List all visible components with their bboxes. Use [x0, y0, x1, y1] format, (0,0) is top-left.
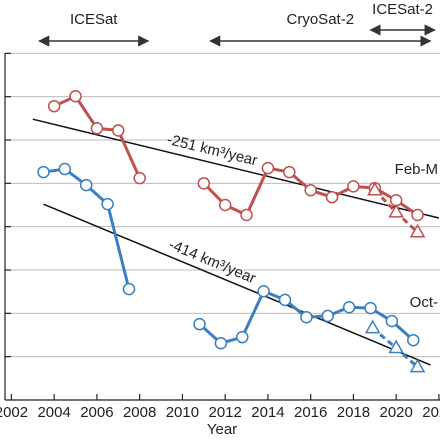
x-tick-label: 2014 [251, 404, 284, 421]
circle-marker [385, 314, 399, 328]
circle-marker [342, 301, 356, 314]
series-label: Oct- [410, 294, 438, 311]
circle-marker [283, 165, 296, 179]
mission-label: ICESat-2 [372, 1, 433, 18]
circle-marker [79, 178, 93, 192]
x-tick-label: 2012 [208, 404, 241, 421]
triangle-marker [364, 319, 381, 334]
trend-label: -251 km³/year [165, 131, 259, 169]
x-tick-label: 2016 [294, 404, 327, 421]
triangle-marker [388, 203, 404, 218]
circle-marker [257, 284, 270, 298]
triangle-marker [367, 181, 383, 196]
circle-marker [58, 162, 72, 176]
x-tick-label: 2008 [123, 404, 156, 421]
circle-marker [304, 184, 317, 197]
circle-marker [364, 301, 377, 315]
x-tick-label: 2018 [337, 404, 370, 421]
circle-marker [261, 161, 275, 175]
circle-marker [240, 208, 253, 222]
mission-label: ICESat [70, 11, 118, 28]
circle-marker [411, 208, 424, 222]
circle-marker [197, 177, 211, 190]
x-tick-label: 2022 [422, 404, 440, 421]
circle-marker [325, 190, 339, 204]
circle-marker [90, 122, 104, 135]
circle-marker [347, 180, 360, 193]
triangle-marker [409, 223, 426, 238]
circle-marker [321, 309, 335, 323]
circle-marker [278, 293, 292, 307]
x-axis-label: Year [207, 421, 237, 438]
circle-marker [236, 330, 249, 344]
circle-marker [193, 317, 206, 331]
circle-marker [133, 171, 146, 185]
triangle-marker [409, 358, 426, 373]
circle-marker [218, 198, 232, 212]
x-tick-label: 2020 [379, 404, 412, 421]
trend-line [43, 203, 431, 366]
trend-line [32, 118, 440, 219]
circle-marker [69, 89, 82, 103]
series-label: Feb-M [395, 161, 438, 178]
x-tick-label: 2006 [80, 404, 113, 421]
circle-marker [47, 99, 61, 113]
circle-marker [122, 282, 136, 296]
circle-marker [407, 333, 420, 347]
circle-marker [300, 310, 313, 324]
triangle-marker [388, 339, 404, 354]
circle-marker [37, 165, 50, 179]
x-tick-label: 2004 [37, 404, 70, 421]
circle-marker [112, 124, 125, 137]
x-tick-label: 2010 [166, 404, 199, 421]
circle-marker [101, 197, 114, 211]
mission-label: CryoSat-2 [287, 11, 355, 28]
x-tick-label: 2002 [0, 404, 28, 421]
circle-marker [214, 336, 228, 350]
